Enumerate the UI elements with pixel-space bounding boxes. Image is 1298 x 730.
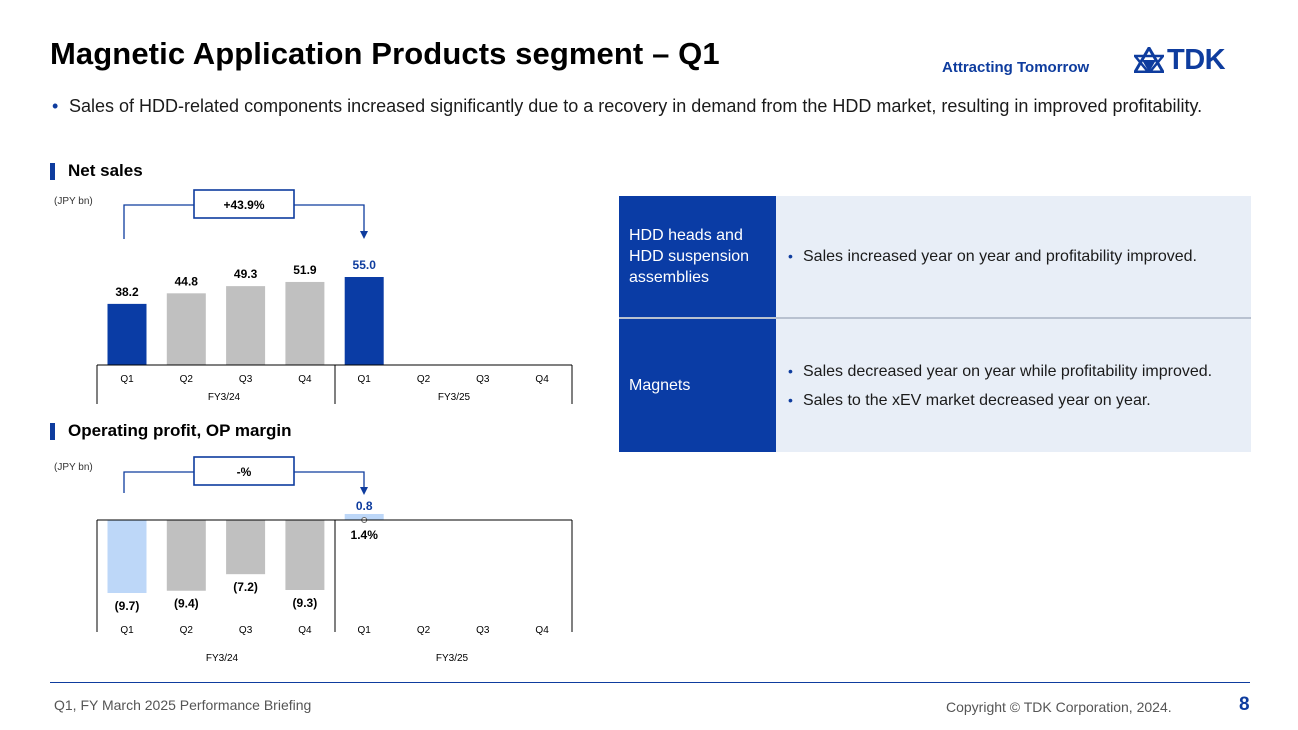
net-sales-heading: Net sales xyxy=(50,161,143,181)
op-value-label: (7.2) xyxy=(233,580,258,594)
sales-value-label: 55.0 xyxy=(353,258,377,272)
segment-description: • Sales decreased year on year while pro… xyxy=(776,318,1251,452)
sales-value-label: 38.2 xyxy=(115,285,139,299)
tick-label: Q4 xyxy=(298,374,312,385)
tick-label: Q3 xyxy=(239,625,253,636)
sales-bar xyxy=(166,293,206,365)
change-label: +43.9% xyxy=(223,198,264,212)
sales-bar xyxy=(107,303,147,365)
logo-text: TDK xyxy=(1167,43,1226,76)
tick-label: Q4 xyxy=(535,374,549,385)
page-number: 8 xyxy=(1239,694,1250,715)
sales-bar xyxy=(344,277,384,365)
op-value-label: (9.7) xyxy=(115,599,140,613)
sales-value-label: 49.3 xyxy=(234,267,258,281)
op-value-label: (9.4) xyxy=(174,597,199,611)
tick-label: Q1 xyxy=(120,625,134,636)
summary-text: Sales of HDD-related components increase… xyxy=(69,96,1203,116)
table-row: HDD heads and HDD suspension assemblies … xyxy=(619,196,1251,319)
tdk-logo: TDK xyxy=(1134,43,1226,76)
segment-table: HDD heads and HDD suspension assemblies … xyxy=(619,196,1251,452)
tick-label: Q2 xyxy=(180,625,194,636)
tick-label: Q1 xyxy=(120,374,134,385)
op-profit-title: Operating profit, OP margin xyxy=(68,421,292,440)
segment-description: • Sales increased year on year and profi… xyxy=(776,196,1251,319)
page-title: Magnetic Application Products segment – … xyxy=(50,36,720,71)
change-bracket-left xyxy=(123,204,194,239)
tick-label: Q2 xyxy=(417,374,431,385)
tick-label: Q1 xyxy=(358,374,372,385)
change-box xyxy=(193,189,295,219)
tagline: Attracting Tomorrow xyxy=(942,59,1090,76)
list-item: • Sales increased year on year and profi… xyxy=(788,246,1239,267)
footer-divider xyxy=(50,682,1250,683)
list-item: • Sales decreased year on year while pro… xyxy=(788,361,1239,382)
bullet-icon: • xyxy=(52,96,59,116)
sales-value-label: 44.8 xyxy=(175,274,199,288)
change-box xyxy=(193,456,295,486)
footer-title: Q1, FY March 2025 Performance Briefing xyxy=(54,697,312,713)
tdk-emblem-icon xyxy=(1134,47,1164,73)
op-value-label: 0.8 xyxy=(356,499,373,513)
op-bar xyxy=(226,520,266,575)
unit-label: (JPY bn) xyxy=(54,462,93,473)
tick-label: Q2 xyxy=(180,374,194,385)
group-label: FY3/24 xyxy=(206,653,239,664)
point-text: Sales decreased year on year while profi… xyxy=(803,362,1213,380)
tick-label: Q4 xyxy=(298,625,312,636)
net-sales-title: Net sales xyxy=(68,161,143,180)
tick-label: Q2 xyxy=(417,625,431,636)
footer-copyright: Copyright © TDK Corporation, 2024. xyxy=(946,699,1172,715)
tick-label: Q1 xyxy=(358,625,372,636)
bullet-icon: • xyxy=(788,391,793,408)
charts-canvas: (JPY bn) +43.9% 38.2 44.8 49.3 51.9 55.0 Q1 Q2 Q3… xyxy=(54,189,573,664)
sales-bar xyxy=(226,286,266,365)
tick-label: Q4 xyxy=(535,625,549,636)
sales-bar xyxy=(285,281,325,365)
unit-label: (JPY bn) xyxy=(54,196,93,207)
arrow-head-icon xyxy=(360,487,368,495)
summary-bullet: • Sales of HDD-related components increa… xyxy=(52,94,1242,118)
segment-name: Magnets xyxy=(619,318,776,452)
group-label: FY3/24 xyxy=(208,392,241,403)
change-bracket-right xyxy=(294,204,365,232)
sales-value-label: 51.9 xyxy=(293,263,317,277)
change-bracket-right xyxy=(294,471,365,488)
tick-label: Q3 xyxy=(239,374,253,385)
change-bracket-left xyxy=(123,471,194,493)
list-item: • Sales to the xEV market decreased year… xyxy=(788,390,1239,411)
bullet-icon: • xyxy=(788,248,793,264)
segment-name: HDD heads and HDD suspension assemblies xyxy=(619,196,776,319)
op-bar xyxy=(344,513,384,520)
arrow-head-icon xyxy=(360,231,368,239)
table-row: Magnets • Sales decreased year on year w… xyxy=(619,318,1251,452)
bullet-icon: • xyxy=(788,362,793,379)
section-marker-icon xyxy=(50,162,55,180)
op-bar xyxy=(107,520,147,593)
group-label: FY3/25 xyxy=(436,653,469,664)
point-text: Sales increased year on year and profita… xyxy=(803,248,1197,265)
tick-label: Q3 xyxy=(476,625,490,636)
point-text: Sales to the xEV market decreased year o… xyxy=(803,391,1151,409)
op-value-label: (9.3) xyxy=(293,596,318,610)
group-label: FY3/25 xyxy=(438,392,471,403)
tick-label: Q3 xyxy=(476,374,490,385)
op-bar xyxy=(166,520,206,591)
margin-label: 1.4% xyxy=(351,528,379,542)
op-profit-heading: Operating profit, OP margin xyxy=(50,421,292,441)
op-bar xyxy=(285,520,325,590)
change-label: -% xyxy=(237,465,252,479)
section-marker-icon xyxy=(50,422,55,440)
